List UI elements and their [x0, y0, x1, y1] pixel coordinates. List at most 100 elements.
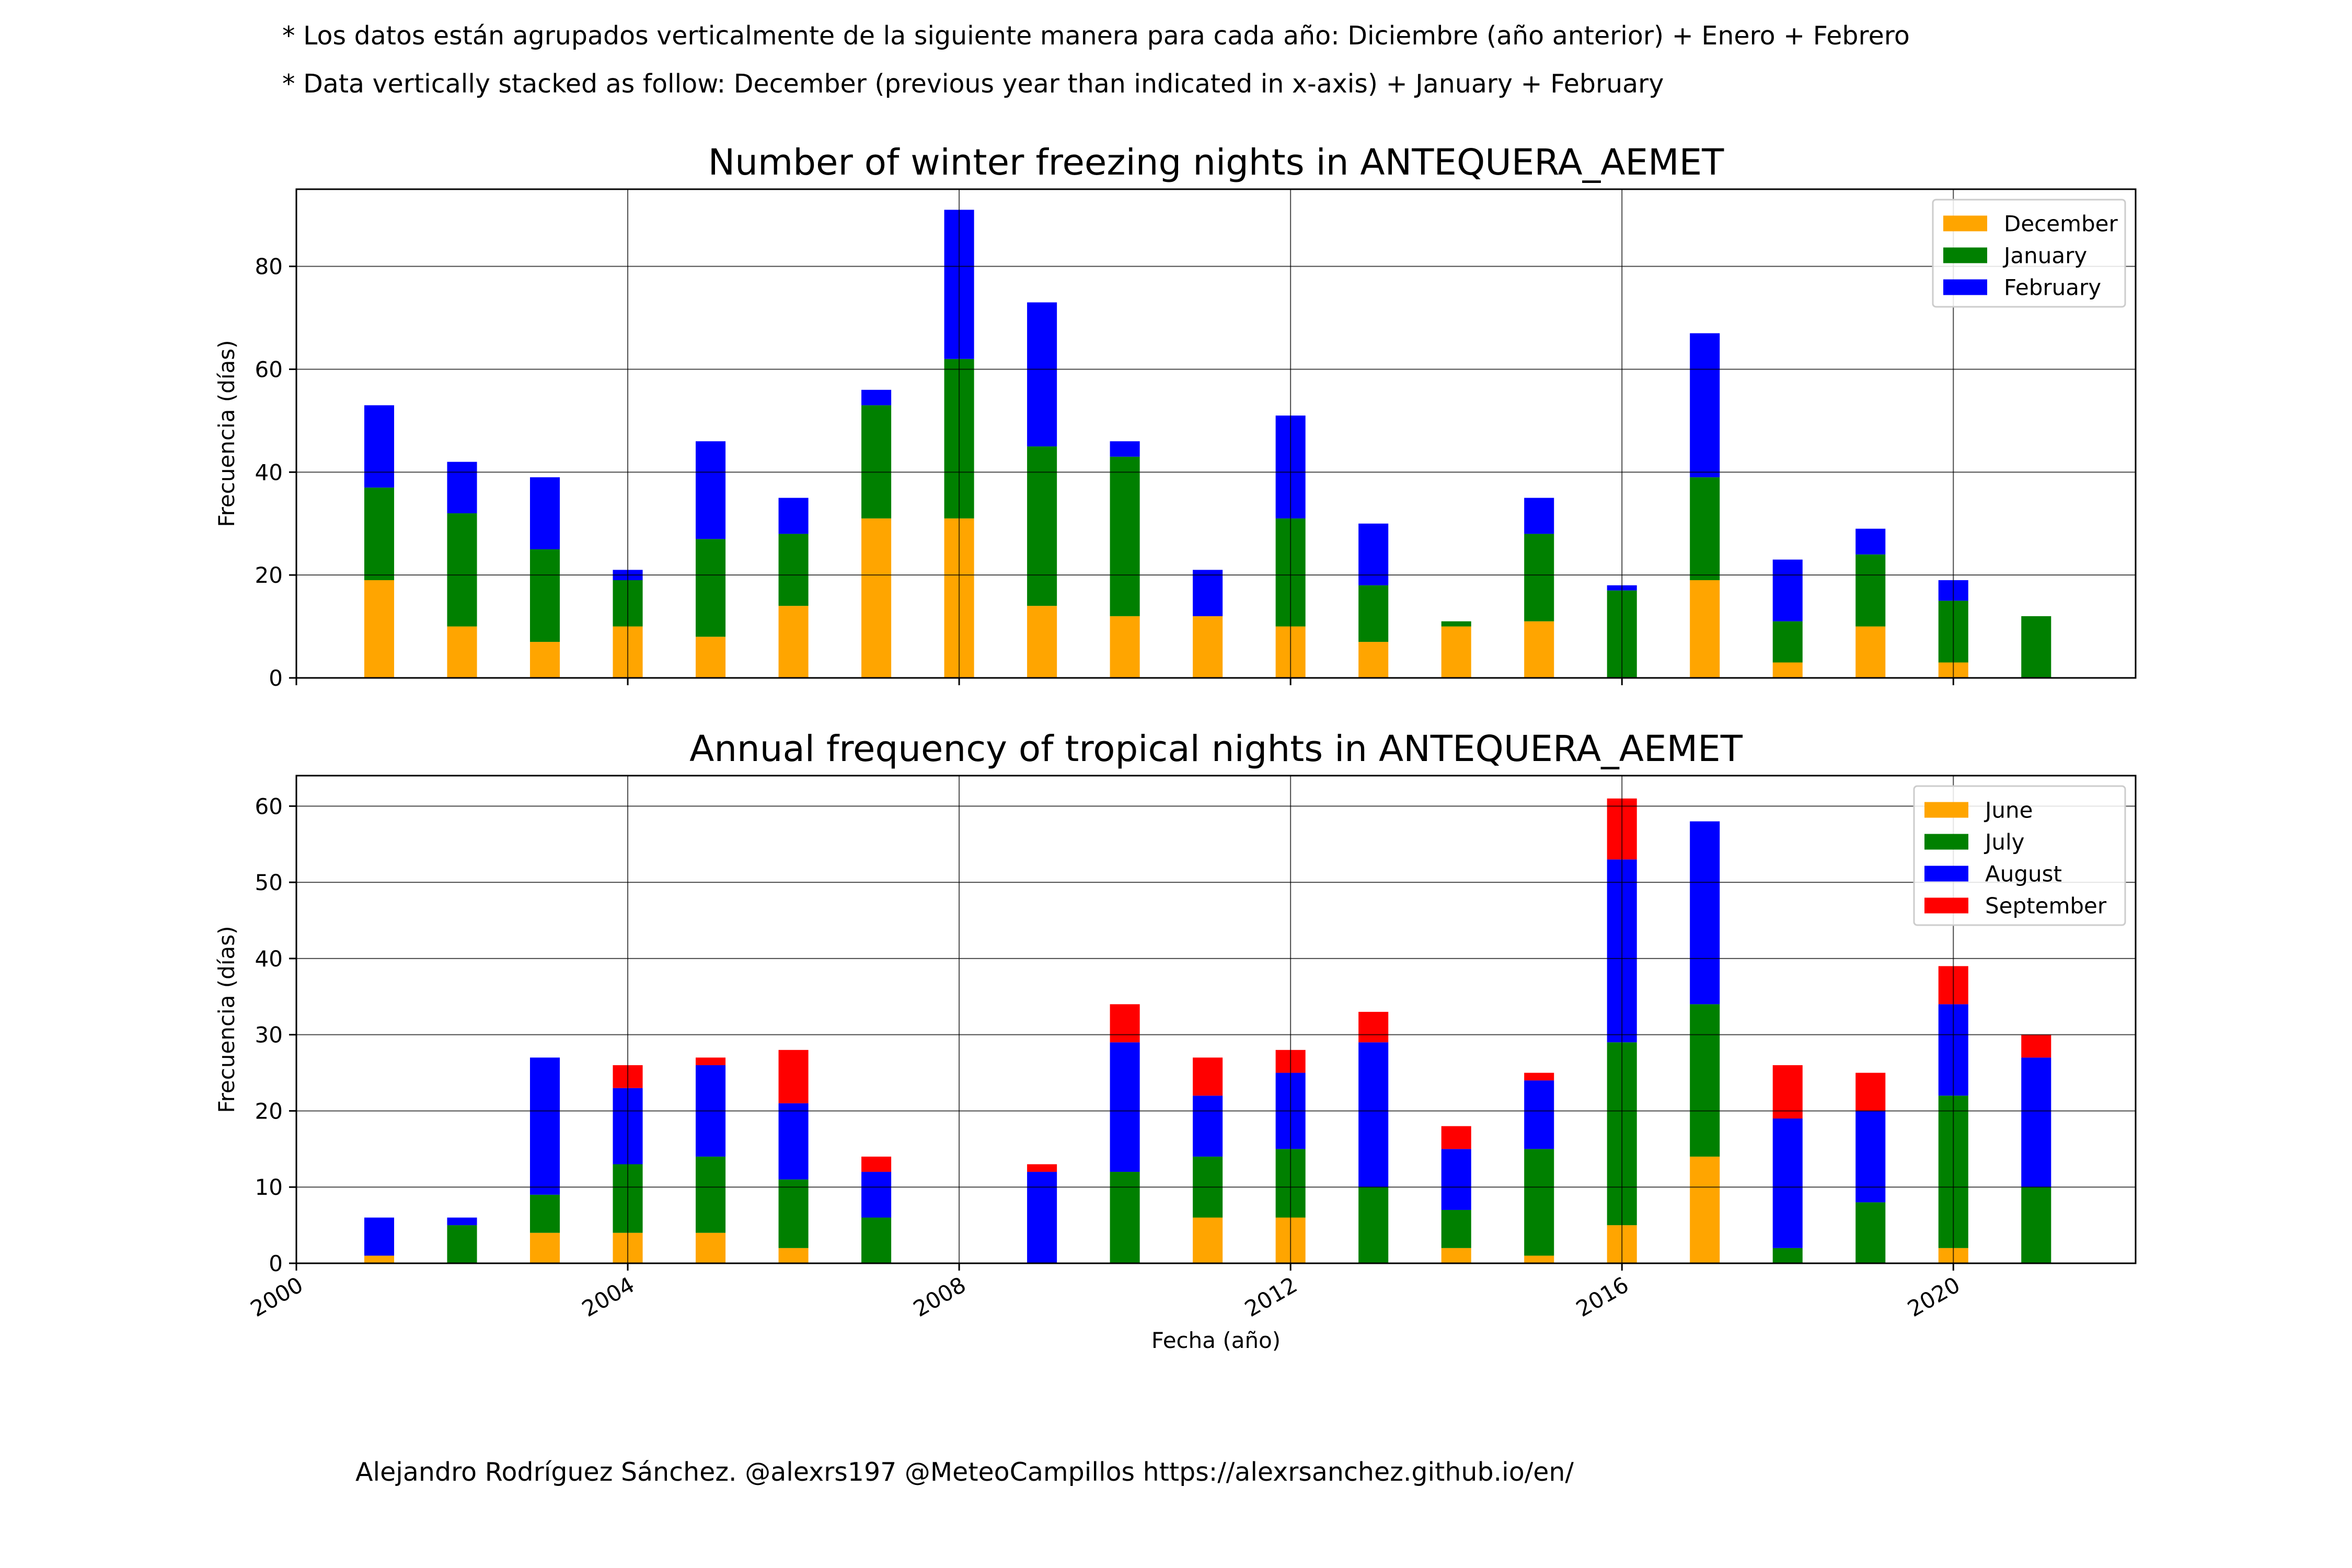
- chart2-bar-july-2005: [696, 1156, 726, 1233]
- chart1-bar-february-2009: [1027, 302, 1057, 447]
- chart2-ytick-label-40: 40: [255, 946, 283, 972]
- chart1-plot-frame: [295, 188, 2137, 679]
- chart2-bar-september-2009: [1027, 1164, 1057, 1172]
- chart1-ytick-label-20: 20: [255, 562, 283, 588]
- chart2-legend-label-september: September: [1985, 893, 2107, 919]
- chart2-bar-june-2015: [1524, 1255, 1554, 1263]
- chart2-xlabel: Fecha (año): [1151, 1328, 1281, 1353]
- chart1-bar-january-2002: [447, 513, 477, 627]
- chart2-bar-june-2006: [778, 1248, 809, 1263]
- chart2-bar-august-2009: [1027, 1172, 1057, 1263]
- chart1-bar-december-2002: [447, 626, 477, 678]
- chart1-bar-january-2013: [1358, 585, 1389, 642]
- chart2-bar-june-2003: [530, 1232, 560, 1263]
- chart2-bar-july-2013: [1358, 1187, 1389, 1263]
- chart1-bar-february-2019: [1855, 528, 1886, 555]
- chart1-bar-january-2005: [696, 539, 726, 637]
- chart1-legend-swatch-december: [1943, 215, 1987, 232]
- chart1-legend-label-february: February: [2004, 275, 2101, 301]
- chart2-xtick-label-2020: 2020: [1903, 1272, 1964, 1322]
- chart1-bar-december-2001: [364, 580, 395, 678]
- chart2-xtick-label-2008: 2008: [909, 1272, 970, 1322]
- chart1-bar-january-2015: [1524, 534, 1554, 621]
- chart2-ytick-label-0: 0: [269, 1251, 283, 1276]
- chart2-bar-september-2014: [1441, 1126, 1471, 1149]
- chart2-bar-august-2003: [530, 1057, 560, 1195]
- note-english: * Data vertically stacked as follow: Dec…: [282, 69, 1664, 99]
- chart2-legend-swatch-july: [1924, 834, 1968, 850]
- chart1-ylabel: Frecuencia (días): [214, 340, 239, 527]
- footer-credits: Alejandro Rodríguez Sánchez. @alexrs197 …: [355, 1457, 1574, 1487]
- chart1-bar-december-2007: [861, 518, 892, 678]
- chart1-bar-february-2002: [447, 462, 477, 514]
- chart2-bar-september-2005: [696, 1057, 726, 1065]
- chart2-bar-september-2011: [1193, 1057, 1223, 1096]
- chart2-bar-august-2021: [2021, 1057, 2051, 1187]
- chart1-bar-january-2006: [778, 534, 809, 606]
- chart1-bar-january-2021: [2021, 616, 2051, 678]
- chart2-legend-swatch-september: [1924, 897, 1968, 914]
- chart1-bar-december-2015: [1524, 621, 1554, 678]
- chart2-bar-august-2018: [1772, 1119, 1803, 1248]
- chart1-bar-february-2006: [778, 498, 809, 534]
- chart2-bar-august-2017: [1690, 821, 1720, 1005]
- chart2-bar-june-2017: [1690, 1156, 1720, 1263]
- chart2-bar-august-2015: [1524, 1080, 1554, 1149]
- chart2-bar-august-2001: [364, 1217, 395, 1256]
- chart2-bar-july-2018: [1772, 1248, 1803, 1263]
- chart2-bar-august-2006: [778, 1103, 809, 1180]
- chart2-bar-september-2018: [1772, 1065, 1803, 1119]
- chart2-bar-september-2010: [1110, 1004, 1140, 1043]
- chart2-bar-august-2014: [1441, 1149, 1471, 1210]
- chart1-bar-february-2013: [1358, 523, 1389, 585]
- chart2-bar-june-2005: [696, 1232, 726, 1263]
- chart1-bar-february-2017: [1690, 333, 1720, 478]
- chart1-bar-january-2007: [861, 405, 892, 518]
- chart2-bar-september-2019: [1855, 1073, 1886, 1111]
- chart1-ytick-label-80: 80: [255, 254, 283, 280]
- chart1-bar-january-2019: [1855, 554, 1886, 627]
- chart1-legend-label-december: December: [2004, 211, 2118, 237]
- chart2-legend-swatch-june: [1924, 802, 1968, 818]
- chart2-title: Annual frequency of tropical nights in A…: [689, 728, 1743, 770]
- chart1-bar-january-2018: [1772, 621, 1803, 663]
- chart2-bar-july-2006: [778, 1179, 809, 1248]
- chart2-ytick-label-50: 50: [255, 870, 283, 895]
- chart2-bar-august-2019: [1855, 1111, 1886, 1203]
- chart2-bar-june-2011: [1193, 1217, 1223, 1263]
- chart2-ytick-label-60: 60: [255, 793, 283, 819]
- chart2-bar-july-2021: [2021, 1187, 2051, 1263]
- chart2-legend-label-july: July: [1984, 829, 2025, 855]
- chart2-bar-august-2011: [1193, 1096, 1223, 1157]
- chart2-bar-august-2010: [1110, 1042, 1140, 1172]
- chart1-bar-february-2001: [364, 405, 395, 488]
- chart1-bar-january-2001: [364, 487, 395, 580]
- chart2-ytick-label-10: 10: [255, 1174, 283, 1200]
- chart2-xtick-label-2012: 2012: [1240, 1272, 1301, 1322]
- chart2-bar-july-2015: [1524, 1149, 1554, 1256]
- chart2-bar-june-2001: [364, 1255, 395, 1263]
- chart1-bar-december-2010: [1110, 616, 1140, 678]
- chart1-bar-december-2013: [1358, 642, 1389, 678]
- chart2-legend-box: [1913, 785, 2126, 926]
- chart2-bar-july-2010: [1110, 1172, 1140, 1263]
- chart1-bar-february-2010: [1110, 441, 1140, 457]
- chart2-legend-label-june: June: [1984, 798, 2033, 823]
- chart2-bar-july-2002: [447, 1225, 477, 1263]
- chart1-bar-january-2010: [1110, 456, 1140, 616]
- chart2-ytick-label-20: 20: [255, 1098, 283, 1124]
- chart2-legend-swatch-august: [1924, 866, 1968, 882]
- chart2-bar-september-2007: [861, 1156, 892, 1172]
- chart1-ytick-label-0: 0: [269, 665, 283, 691]
- chart2-bar-september-2006: [778, 1050, 809, 1103]
- chart2-legend-label-august: August: [1985, 861, 2062, 887]
- chart2-bar-july-2014: [1441, 1209, 1471, 1248]
- chart1-bar-february-2007: [861, 389, 892, 406]
- chart1-bar-december-2011: [1193, 616, 1223, 678]
- chart1-bar-january-2014: [1441, 621, 1471, 627]
- chart1-bar-february-2003: [530, 477, 560, 549]
- chart2-bar-july-2019: [1855, 1202, 1886, 1263]
- chart1-ytick-label-60: 60: [255, 356, 283, 382]
- chart2-xtick-label-2016: 2016: [1572, 1272, 1633, 1322]
